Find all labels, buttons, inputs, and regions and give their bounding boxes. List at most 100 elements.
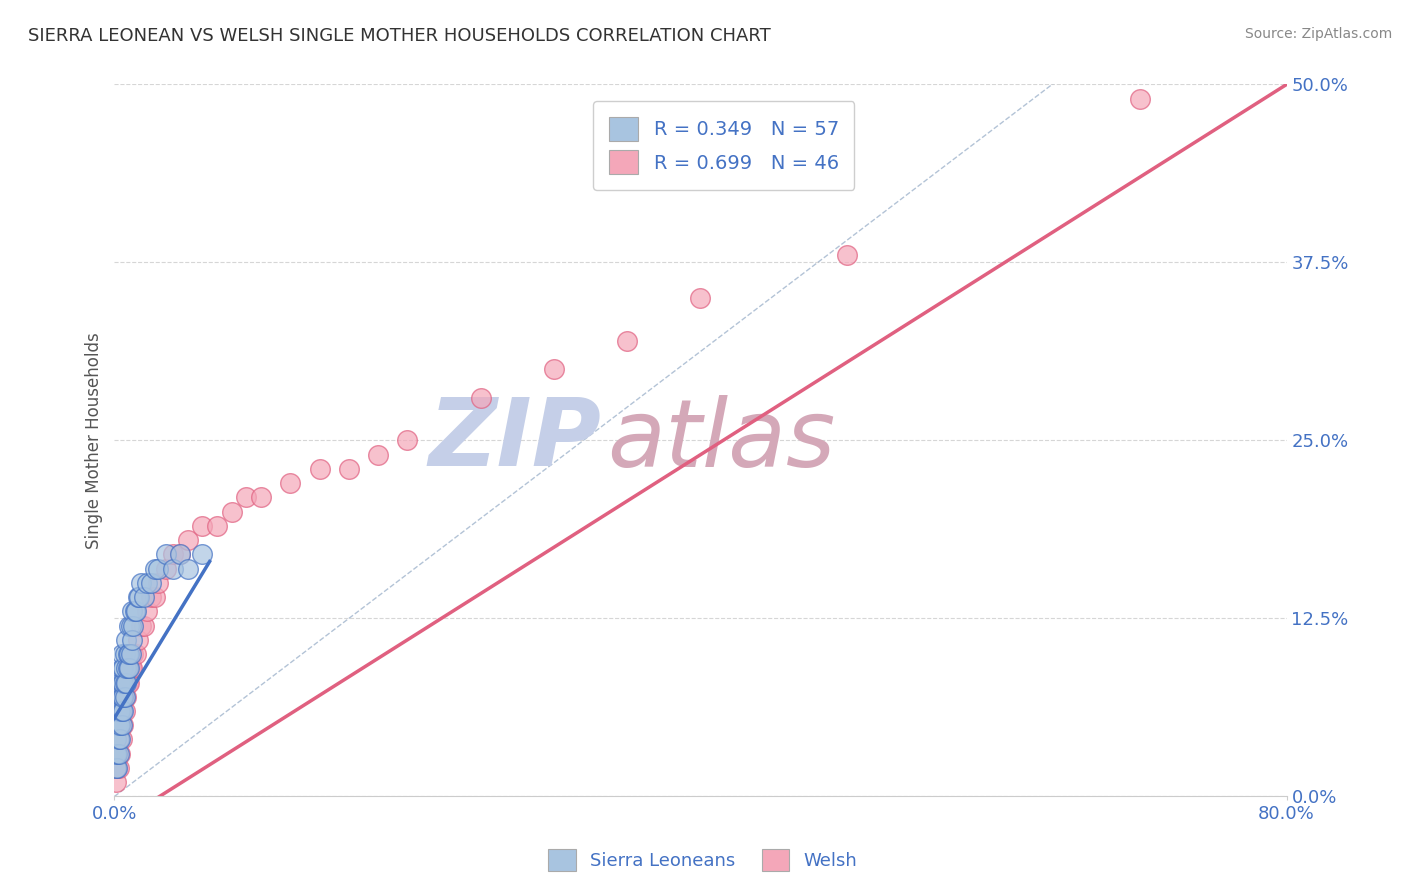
Point (129, 575, 152, 590)
Point (235, 491, 257, 505)
Point (111, 690, 134, 704)
Point (104, 775, 127, 789)
Point (135, 575, 157, 590)
Point (111, 647, 134, 661)
Point (110, 704, 132, 718)
Point (543, 362, 565, 376)
Point (1129, 92, 1152, 106)
Point (107, 747, 129, 761)
Text: atlas: atlas (607, 395, 835, 486)
Point (125, 647, 148, 661)
Point (221, 505, 243, 519)
Point (105, 718, 128, 732)
Point (114, 647, 136, 661)
Point (127, 590, 149, 604)
Legend: R = 0.349   N = 57, R = 0.699   N = 46: R = 0.349 N = 57, R = 0.699 N = 46 (593, 102, 855, 190)
Point (124, 604, 146, 618)
Point (191, 519, 214, 533)
Point (107, 732, 129, 747)
Point (128, 590, 150, 604)
Point (112, 690, 135, 704)
Point (689, 291, 711, 305)
Y-axis label: Single Mother Households: Single Mother Households (86, 332, 103, 549)
Point (111, 718, 134, 732)
Point (121, 632, 143, 647)
Point (105, 704, 128, 718)
Point (145, 590, 167, 604)
Point (191, 547, 214, 561)
Point (115, 690, 138, 704)
Point (112, 661, 135, 675)
Point (121, 661, 143, 675)
Point (162, 547, 184, 561)
Point (118, 647, 141, 661)
Point (110, 675, 132, 690)
Point (111, 704, 134, 718)
Point (111, 732, 134, 747)
Point (396, 434, 419, 448)
Point (115, 632, 138, 647)
Point (112, 718, 135, 732)
Point (114, 704, 136, 718)
Point (105, 761, 128, 775)
Point (118, 618, 141, 632)
Point (278, 476, 301, 491)
Point (117, 647, 139, 661)
Point (111, 675, 134, 690)
Point (105, 761, 128, 775)
Point (155, 561, 177, 575)
Point (337, 462, 360, 476)
Point (107, 704, 129, 718)
Text: ZIP: ZIP (427, 394, 600, 486)
Point (104, 732, 127, 747)
Point (250, 491, 273, 505)
Point (176, 561, 198, 575)
Point (122, 618, 145, 632)
Point (120, 661, 142, 675)
Point (107, 718, 129, 732)
Point (308, 462, 330, 476)
Point (120, 647, 142, 661)
Point (139, 575, 162, 590)
Point (112, 704, 135, 718)
Point (122, 647, 145, 661)
Point (107, 732, 129, 747)
Point (148, 575, 170, 590)
Point (835, 248, 858, 262)
Point (117, 675, 139, 690)
Text: Source: ZipAtlas.com: Source: ZipAtlas.com (1244, 27, 1392, 41)
Text: SIERRA LEONEAN VS WELSH SINGLE MOTHER HOUSEHOLDS CORRELATION CHART: SIERRA LEONEAN VS WELSH SINGLE MOTHER HO… (28, 27, 770, 45)
Point (135, 604, 157, 618)
Point (117, 661, 139, 675)
Legend: Sierra Leoneans, Welsh: Sierra Leoneans, Welsh (541, 842, 865, 879)
Point (470, 391, 492, 405)
Point (169, 547, 191, 561)
Point (105, 747, 128, 761)
Point (127, 632, 149, 647)
Point (176, 533, 198, 548)
Point (115, 661, 138, 675)
Point (107, 690, 129, 704)
Point (125, 604, 148, 618)
Point (129, 618, 152, 632)
Point (145, 561, 167, 575)
Point (111, 704, 134, 718)
Point (114, 690, 136, 704)
Point (121, 604, 143, 618)
Point (148, 561, 170, 575)
Point (139, 590, 162, 604)
Point (132, 590, 155, 604)
Point (110, 718, 132, 732)
Point (111, 661, 134, 675)
Point (107, 761, 129, 775)
Point (104, 761, 127, 775)
Point (367, 448, 389, 462)
Point (118, 675, 141, 690)
Point (205, 519, 228, 533)
Point (120, 618, 142, 632)
Point (112, 675, 135, 690)
Point (114, 675, 136, 690)
Point (118, 661, 141, 675)
Point (110, 732, 132, 747)
Point (162, 561, 184, 575)
